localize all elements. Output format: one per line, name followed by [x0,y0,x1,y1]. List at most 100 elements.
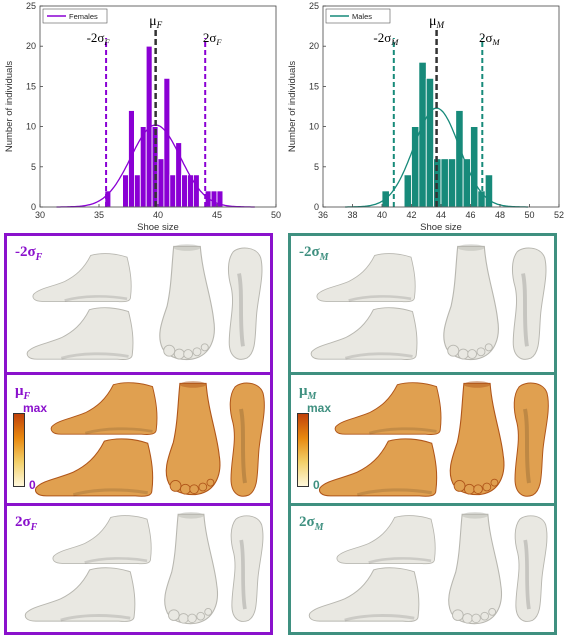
foot-shape-illustration [52,515,152,565]
foot-shape-illustration [513,382,549,497]
male-mean-text: μM [429,14,445,30]
foot-shape-illustration [159,244,215,360]
male-minus2sd-row: -2σM [291,236,554,372]
foot-shape-illustration [336,515,436,565]
male-legend-label: Males [352,12,372,21]
female-xtick-label: 45 [212,210,222,220]
female-colorbar-zero: 0 [29,478,36,492]
female-bar [181,174,188,208]
female-foot-panels: -2σF μF max 0 [4,233,273,635]
foot-shape-illustration [319,438,438,497]
foot-shape-illustration [310,307,418,360]
male-minus2sd-text: -2σM [373,30,399,47]
female-xlabel: Shoe size [137,222,179,233]
female-bar [133,174,141,208]
female-legend-label: Females [69,12,98,21]
male-xtick-label: 48 [495,210,505,220]
female-colorbar-max: max [23,401,48,415]
foot-shape-illustration [35,438,154,497]
female-bar [122,174,129,208]
female-xtick-label: 35 [94,210,104,220]
male-xtick-label: 44 [436,210,446,220]
foot-shape-illustration [229,382,265,497]
female-mean-row: μF max 0 [7,372,270,506]
female-plus2sd-label: 2σF [15,514,38,533]
male-plus2sd-label: 2σM [299,514,324,533]
foot-shape-illustration [449,381,505,496]
female-ytick-label: 15 [26,81,36,91]
male-ytick-label: 0 [314,202,319,212]
male-xtick-label: 50 [524,210,534,220]
male-colorbar-max: max [307,401,332,415]
female-minus2sd-text: -2σF [87,30,111,47]
male-mean-label: μM [299,383,317,402]
male-ytick-label: 20 [309,41,319,51]
foot-shape-illustration [514,515,548,622]
female-ytick-label: 25 [26,1,36,11]
female-ytick-label: 5 [31,162,36,172]
male-ytick-label: 10 [309,122,319,132]
female-bar [169,174,177,208]
female-colorbar [13,413,25,487]
foot-shape-illustration [443,244,499,360]
foot-shape-illustration [32,253,132,303]
foot-shape-illustration [511,247,547,360]
foot-shape-illustration [165,381,221,496]
female-plus2sd-text: 2σF [203,30,223,47]
female-minus2sd-label: -2σF [15,244,43,263]
male-xtick-label: 38 [347,210,357,220]
male-bar [455,110,464,208]
female-mean-label: μF [15,383,31,402]
male-bar [440,158,449,208]
female-ytick-label: 20 [26,41,36,51]
female-xtick-label: 30 [35,210,45,220]
male-ytick-label: 5 [314,162,319,172]
male-fit-curve [345,107,528,208]
male-xtick-label: 46 [465,210,475,220]
foot-shape-illustration [24,567,136,622]
male-minus2sd-label: -2σM [299,244,329,263]
male-colorbar [297,413,309,487]
male-ytick-label: 25 [309,1,319,11]
male-bar [470,126,479,208]
male-foot-panels: -2σM μM max 0 [288,233,557,635]
male-ylabel: Number of individuals [287,61,298,153]
female-bar [157,158,165,208]
foot-shape-illustration [50,382,158,435]
male-xtick-label: 42 [406,210,416,220]
foot-shape-illustration [308,567,420,622]
female-minus2sd-row: -2σF [7,236,270,372]
male-plus2sd-text: 2σM [479,30,501,47]
female-ytick-label: 0 [31,202,36,212]
male-legend-box [325,8,391,24]
foot-shape-illustration [334,382,442,435]
female-histogram: -2σF 2σF μF 30 35 40 45 50 0 5 10 15 20 25 Shoe size Nu… [4,1,281,233]
male-ytick-label: 15 [309,81,319,91]
male-xtick-label: 36 [318,210,328,220]
female-bar [128,110,135,208]
male-histogram: -2σM 2σM μM 36 38 40 42 44 46 48 50 52 0 5 10 15 20 25 Sho… [287,1,564,233]
female-xtick-label: 40 [153,210,163,220]
male-bar [418,61,427,208]
female-plus2sd-row: 2σF [7,506,270,632]
male-xlabel: Shoe size [420,222,462,233]
male-mean-row: μM max 0 [291,372,554,506]
female-mean-text: μF [149,14,163,30]
male-xtick-label: 52 [554,210,564,220]
male-bar [411,126,420,208]
male-xtick-label: 40 [377,210,387,220]
foot-shape-illustration [316,253,416,303]
foot-shape-illustration [164,512,219,625]
male-bar [447,158,457,208]
foot-shape-illustration [227,247,263,360]
female-xtick-label: 50 [271,210,281,220]
female-bar [163,77,171,208]
foot-shape-illustration [230,515,264,622]
male-colorbar-zero: 0 [313,478,320,492]
female-ytick-label: 10 [26,122,36,132]
female-bar [192,174,200,208]
male-plus2sd-row: 2σM [291,506,554,632]
male-bar [403,174,412,208]
female-bar [210,190,218,208]
female-legend-box [42,8,108,24]
